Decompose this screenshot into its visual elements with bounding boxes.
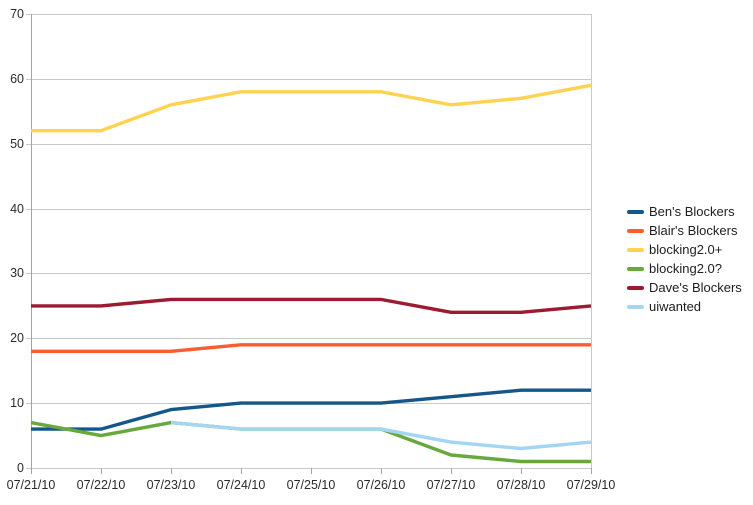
legend-label-dave-s-blockers: Dave's Blockers — [649, 280, 742, 295]
series-line-ben-s-blockers — [31, 388, 591, 431]
series-line-blair-s-blockers — [31, 343, 591, 353]
y-axis-label-20: 20 — [10, 331, 24, 346]
legend-swatch-blocking2-0 — [627, 247, 644, 252]
legend-item-blair-s-blockers: Blair's Blockers — [627, 221, 742, 240]
y-axis-label-0: 0 — [17, 461, 24, 475]
series-line-uiwanted — [170, 420, 592, 451]
legend-label-ben-s-blockers: Ben's Blockers — [649, 204, 735, 219]
legend-item-uiwanted: uiwanted — [627, 297, 742, 316]
x-axis-label-7: 07/28/10 — [496, 478, 546, 492]
legend-item-blocking2-0: blocking2.0+ — [627, 240, 742, 259]
y-axis-label-70: 70 — [10, 7, 24, 21]
y-axis-label-60: 60 — [10, 71, 24, 86]
x-axis-label-5: 07/26/10 — [356, 478, 406, 492]
legend-swatch-blair-s-blockers — [627, 228, 644, 233]
y-axis-label-10: 10 — [10, 396, 24, 411]
x-axis-label-1: 07/22/10 — [76, 478, 126, 492]
legend-swatch-blocking2-0 — [627, 266, 644, 271]
x-axis-label-6: 07/27/10 — [426, 478, 476, 492]
legend-swatch-dave-s-blockers — [627, 285, 644, 290]
legend-label-blair-s-blockers: Blair's Blockers — [649, 223, 738, 238]
chart-legend: Ben's Blockers Blair's Blockers blocking2.… — [627, 202, 742, 316]
legend-label-uiwanted: uiwanted — [649, 299, 702, 314]
legend-label-blocking2-0: blocking2.0? — [649, 261, 722, 276]
y-axis-label-40: 40 — [10, 201, 24, 216]
x-axis-label-4: 07/25/10 — [286, 478, 336, 492]
x-axis-label-3: 07/24/10 — [216, 478, 266, 492]
legend-swatch-uiwanted — [627, 304, 644, 309]
legend-item-dave-s-blockers: Dave's Blockers — [627, 278, 742, 297]
y-axis-label-50: 50 — [10, 136, 24, 151]
legend-item-blocking2-0: blocking2.0? — [627, 259, 742, 278]
series-line-dave-s-blockers — [31, 297, 592, 314]
y-axis-label-30: 30 — [10, 266, 24, 281]
legend-label-blocking2-0: blocking2.0+ — [649, 242, 723, 257]
x-axis-label-0: 07/21/10 — [6, 478, 56, 492]
legend-swatch-ben-s-blockers — [627, 209, 644, 214]
x-axis-label-2: 07/23/10 — [146, 478, 196, 492]
series-line-blocking2-0 — [31, 83, 592, 133]
legend-item-ben-s-blockers: Ben's Blockers — [627, 202, 742, 221]
x-axis-label-8: 07/29/10 — [566, 478, 616, 492]
